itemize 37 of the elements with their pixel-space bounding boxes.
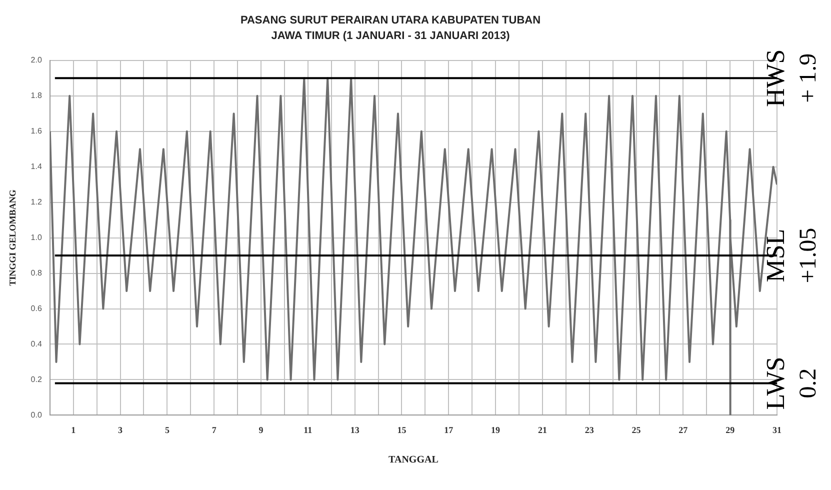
y-axis-title: TINGGI GELOMBANG — [8, 190, 18, 286]
text: +1.05 — [795, 228, 822, 284]
x-tick-label: 3 — [118, 424, 124, 435]
x-axis-title: TANGGAL — [388, 454, 439, 466]
x-tick-label: 1 — [71, 424, 76, 435]
y-tick-label: 1.8 — [30, 91, 42, 100]
x-tick-label: 29 — [726, 424, 736, 435]
y-tick-label: 0.6 — [30, 304, 42, 313]
chart-title: PASANG SURUT PERAIRAN UTARA KABUPATEN TUBAN — [240, 14, 541, 27]
y-tick-label: 0.0 — [30, 410, 42, 420]
x-tick-label: 5 — [164, 424, 170, 435]
x-tick-label: 25 — [632, 424, 642, 435]
x-tick-label: 23 — [584, 424, 594, 435]
x-tick-label: 11 — [304, 424, 313, 435]
x-tick-label: 27 — [678, 424, 688, 435]
y-tick-label: 1.6 — [30, 126, 42, 136]
x-tick-label: 13 — [350, 424, 360, 435]
x-tick-label: 7 — [212, 424, 217, 435]
x-tick-label: 15 — [397, 424, 407, 435]
y-tick-label: 0.4 — [30, 339, 42, 348]
ref-line-label: LWS — [760, 356, 790, 410]
chart-subtitle: JAWA TIMUR (1 JANUARI - 31 JANUARI 2013) — [271, 30, 510, 42]
ref-line-label: HWS — [760, 49, 790, 108]
text: 0.2 — [795, 368, 822, 398]
y-tick-label: 1.4 — [30, 162, 42, 172]
y-tick-label: 1.2 — [30, 198, 42, 207]
x-tick-label: 21 — [538, 424, 548, 435]
x-tick-label: 9 — [258, 424, 264, 435]
y-tick-label: 0.2 — [30, 374, 42, 384]
y-tick-label: 0.8 — [30, 268, 42, 278]
x-tick-label: 19 — [491, 424, 501, 435]
y-tick-label: 2.0 — [30, 56, 42, 65]
y-tick-label: 1.0 — [30, 233, 42, 242]
text: + 1.9 — [795, 53, 822, 103]
ref-line-label: MSL — [760, 228, 790, 282]
x-tick-label: 31 — [772, 424, 782, 435]
x-tick-label: 17 — [444, 424, 454, 435]
